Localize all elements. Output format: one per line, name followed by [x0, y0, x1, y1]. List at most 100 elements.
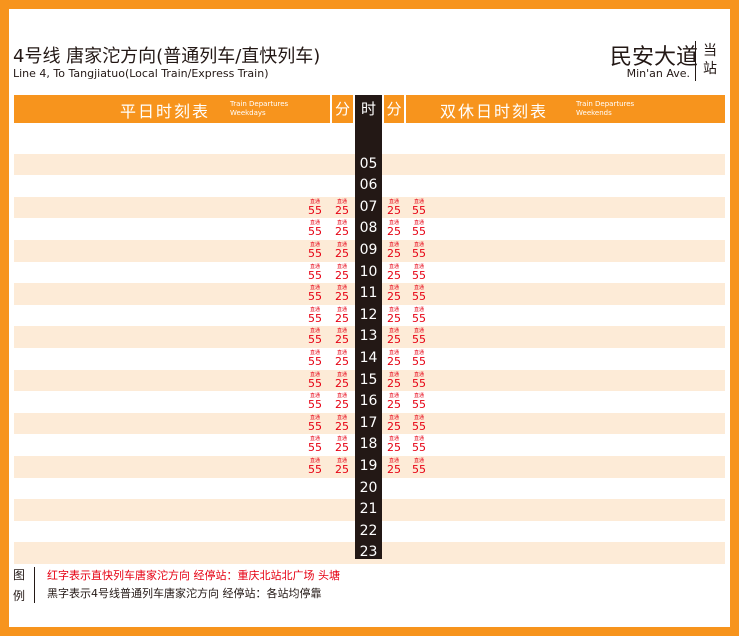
departure-via: 直通: [309, 220, 320, 227]
departure-minute: 55: [308, 247, 322, 260]
weekday-title-en: Train Departures Weekdays: [230, 100, 289, 117]
station-divider: [695, 41, 696, 81]
legend-label: 图例: [13, 568, 26, 603]
departure-via: 直通: [336, 436, 347, 443]
weekday-departure: 直通 55: [305, 372, 325, 390]
weekend-departure: 直通 55: [409, 458, 429, 476]
hour-label: 18: [359, 436, 378, 453]
departure-via: 直通: [309, 285, 320, 292]
departure-minute: 25: [335, 268, 349, 282]
weekend-departure: 直通 25: [384, 264, 404, 282]
departure-via: 直通: [413, 220, 424, 227]
departure-minute: 55: [412, 398, 426, 412]
weekday-departure: 直通 55: [305, 328, 325, 346]
weekday-title: 平日时刻表: [120, 102, 211, 121]
hour-label: 17: [359, 414, 378, 431]
line-subtitle: Line 4, To Tangjiatuo(Local Train/Expres…: [13, 67, 269, 80]
hour-header: 时: [360, 100, 376, 118]
weekend-departure: 直通 25: [384, 458, 404, 476]
departure-via: 直通: [388, 393, 399, 400]
departure-via: 直通: [413, 328, 424, 335]
weekday-departure: 直通 25: [332, 199, 352, 217]
departure-via: 直通: [309, 393, 320, 400]
departure-minute: 55: [412, 225, 426, 239]
departure-minute: 55: [308, 441, 322, 455]
weekend-header: 双休日时刻表 Train Departures Weekends: [406, 95, 725, 123]
weekday-header: 平日时刻表 Train Departures Weekdays: [14, 95, 330, 123]
weekend-departure: 直通 25: [384, 307, 404, 325]
weekend-departure: 直通 25: [384, 350, 404, 368]
weekend-departure: 直通 25: [384, 220, 404, 238]
departure-minute: 25: [335, 463, 349, 476]
weekday-departure: 直通 25: [332, 350, 352, 368]
weekend-departure: 直通 25: [384, 328, 404, 346]
departure-minute: 25: [387, 355, 401, 368]
weekday-departure: 直通 55: [305, 285, 325, 303]
weekend-departure: 直通 55: [409, 415, 429, 433]
departure-minute: 55: [308, 203, 322, 217]
hour-label: 23: [359, 544, 378, 561]
departure-via: 直通: [388, 220, 399, 227]
weekend-departure: 直通 55: [409, 220, 429, 238]
departure-via: 直通: [388, 458, 399, 464]
weekend-departure: 直通 55: [409, 307, 429, 325]
weekday-departure: 直通 25: [332, 220, 352, 238]
hour-column: [355, 95, 382, 559]
departure-via: 直通: [336, 306, 347, 313]
departure-minute: 25: [335, 376, 349, 390]
weekend-departure: 直通 55: [409, 199, 429, 217]
hour-label: 07: [359, 198, 378, 215]
departure-via: 直通: [336, 350, 347, 356]
departure-via: 直通: [388, 242, 399, 248]
departure-via: 直通: [336, 371, 347, 378]
hour-label: 14: [359, 350, 378, 366]
weekday-departure: 直通 25: [332, 372, 352, 390]
timetable-board: 4号线 唐家沱方向(普通列车/直快列车) Line 4, To Tangjiat…: [9, 9, 730, 627]
weekend-minute-header: 分: [384, 95, 404, 123]
departure-minute: 25: [335, 333, 349, 347]
weekday-departure: 直通 25: [332, 436, 352, 454]
departure-minute: 25: [335, 290, 349, 304]
departure-via: 直通: [388, 436, 399, 443]
departure-minute: 25: [335, 355, 349, 368]
weekday-departure: 直通 55: [305, 220, 325, 238]
departure-via: 直通: [336, 220, 347, 227]
departure-minute: 55: [412, 290, 426, 304]
hour-label: 08: [359, 220, 378, 237]
departure-via: 直通: [413, 436, 424, 443]
departure-via: 直通: [336, 242, 347, 248]
departure-minute: 25: [387, 311, 401, 325]
hour-label: 15: [359, 371, 378, 388]
weekend-title-en: Train Departures Weekends: [576, 100, 635, 117]
departure-minute: 55: [412, 333, 426, 347]
departure-minute: 55: [412, 247, 426, 260]
hour-label: 22: [359, 522, 378, 539]
hour-label: 12: [359, 306, 378, 323]
departure-minute: 25: [335, 398, 349, 412]
departure-via: 直通: [336, 285, 347, 292]
weekday-departure: 直通 55: [305, 393, 325, 411]
departure-via: 直通: [309, 350, 320, 356]
departure-minute: 25: [335, 225, 349, 239]
weekday-departure: 直通 25: [332, 328, 352, 346]
departure-via: 直通: [309, 242, 320, 248]
departure-via: 直通: [388, 198, 399, 205]
weekday-departure: 直通 55: [305, 199, 325, 217]
weekday-departure: 直通 25: [332, 242, 352, 260]
departure-minute: 55: [308, 355, 322, 368]
weekend-departure: 直通 25: [384, 393, 404, 411]
weekend-departure: 直通 55: [409, 372, 429, 390]
departure-minute: 25: [387, 398, 401, 412]
weekend-departure: 直通 55: [409, 242, 429, 260]
hour-label: 06: [359, 177, 378, 194]
departure-via: 直通: [336, 198, 347, 205]
departure-via: 直通: [309, 263, 320, 270]
departure-via: 直通: [413, 198, 424, 205]
departure-minute: 55: [412, 355, 426, 368]
weekend-departure: 直通 55: [409, 328, 429, 346]
departure-via: 直通: [413, 393, 424, 400]
weekend-departure: 直通 25: [384, 415, 404, 433]
weekend-departure: 直通 55: [409, 436, 429, 454]
weekday-departure: 直通 25: [332, 415, 352, 433]
weekend-departure: 直通 55: [409, 350, 429, 368]
